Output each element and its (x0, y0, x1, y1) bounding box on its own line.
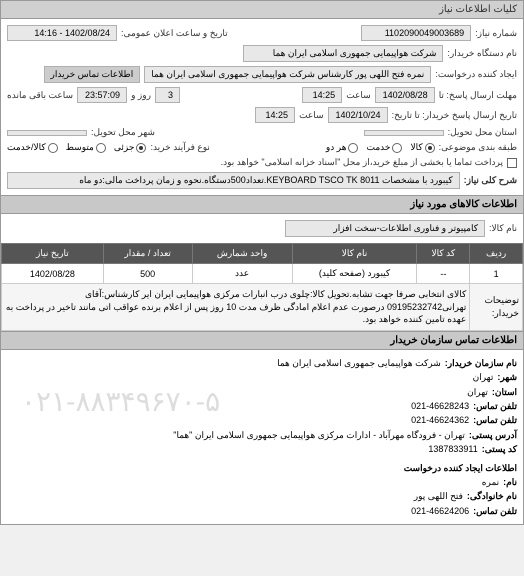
reply-from-label: تاریخ ارسال پاسخ خریدار: تا تاریخ: (392, 110, 517, 121)
radio-dot-icon (48, 143, 58, 153)
c-city: تهران (473, 370, 494, 384)
goods-section-title: اطلاعات کالاهای مورد نیاز (1, 195, 523, 214)
time-label-1: ساعت (346, 90, 371, 101)
reply-date: 1402/10/24 (328, 107, 388, 123)
public-datetime: 1402/08/24 - 14:16 (7, 25, 117, 41)
radio-both[interactable]: هر دو (326, 142, 359, 153)
note-label: توضیحات خریدار: (470, 284, 523, 331)
buyer-contact-button[interactable]: اطلاعات تماس خریدار (44, 66, 141, 83)
radio-goods[interactable]: کالا (410, 142, 434, 153)
c-postal-label: کد پستی: (482, 442, 517, 456)
public-datetime-label: تاریخ و ساعت اعلان عمومی: (121, 28, 228, 39)
c-fax: 021-46624362 (411, 413, 469, 427)
deadline-date: 1402/08/28 (375, 87, 435, 103)
form-area: شماره نیاز: 1102090049003689 تاریخ و ساع… (1, 19, 523, 195)
cell-name: کیبورد (صفحه کلید) (292, 264, 417, 284)
radio-partial[interactable]: جزئی (114, 142, 147, 153)
category-label: نام کالا: (489, 223, 517, 234)
buyer-org: شرکت هواپیمایی جمهوری اسلامی ایران هما (243, 45, 443, 62)
creator-title: اطلاعات ایجاد کننده درخواست (7, 461, 517, 475)
radio-dot-icon (348, 143, 358, 153)
request-no-label: شماره نیاز: (475, 28, 517, 39)
process-type-label: نوع فرآیند خرید: (150, 142, 210, 153)
main-panel: کلیات اطلاعات نیاز شماره نیاز: 110209004… (0, 0, 524, 525)
deadline-time: 14:25 (302, 87, 342, 103)
time-label-2: ساعت (299, 110, 324, 121)
payment-checkbox[interactable] (507, 158, 517, 168)
radio-dot-icon (136, 143, 146, 153)
th-date: تاریخ نیاز (2, 244, 104, 264)
note-row: توضیحات خریدار: کالای انتخابی صرفا جهت ت… (2, 284, 523, 331)
c-name-label: نام: (503, 475, 517, 489)
type-radio-group: کالا خدمت هر دو (326, 142, 435, 153)
c-city-label: شهر: (497, 370, 517, 384)
request-no: 1102090049003689 (361, 25, 471, 41)
days-label: روز و (131, 90, 151, 101)
size-radio-group: جزئی متوسط کالا/خدمت (7, 142, 146, 153)
c-prov-label: استان: (492, 385, 517, 399)
th-row: ردیف (470, 244, 523, 264)
cell-unit: عدد (192, 264, 292, 284)
radio-cod[interactable]: کالا/خدمت (7, 142, 58, 153)
desc-label: شرح کلی نیاز: (464, 175, 517, 186)
category: کامپیوتر و فناوری اطلاعات-سخت افزار (285, 220, 485, 237)
c-name: نمره (482, 475, 499, 489)
cell-code: -- (417, 264, 470, 284)
c-lname-label: نام خانوادگی: (467, 489, 517, 503)
th-name: نام کالا (292, 244, 417, 264)
requester: نمره فتح اللهی پور کارشناس شرکت هواپیمای… (144, 66, 431, 83)
th-unit: واحد شمارش (192, 244, 292, 264)
delivery-city-label: شهر محل تحویل: (91, 127, 155, 138)
c-addr: تهران - فرودگاه مهرآباد - ادارات مرکزی ه… (173, 428, 465, 442)
contact-block: ۰۲۱-۸۸۳۴۹۶۷۰-۵ نام سازمان خریدار:شرکت هو… (1, 350, 523, 524)
c-lname: فتح اللهی پور (414, 489, 463, 503)
radio-service[interactable]: خدمت (366, 142, 402, 153)
radio-dot-icon (425, 143, 435, 153)
time-remaining: 23:57:09 (77, 87, 127, 103)
th-qty: تعداد / مقدار (103, 244, 192, 264)
radio-avg[interactable]: متوسط (66, 142, 106, 153)
delivery-loc-label: استان محل تحویل: (448, 127, 517, 138)
c-org-label: نام سازمان خریدار: (445, 356, 517, 370)
days-remaining: 3 (155, 87, 180, 103)
reply-time: 14:25 (255, 107, 295, 123)
goods-table: ردیف کد کالا نام کالا واحد شمارش تعداد /… (1, 243, 523, 331)
c-org: شرکت هواپیمایی جمهوری اسلامی ایران هما (277, 356, 441, 370)
desc: کیبورد با مشخصات KEYBOARD TSCO TK 8011.ت… (7, 172, 460, 189)
cell-date: 1402/08/28 (2, 264, 104, 284)
cell-row: 1 (470, 264, 523, 284)
requester-label: ایجاد کننده درخواست: (435, 69, 517, 80)
c-addr-label: آدرس پستی: (469, 428, 517, 442)
note-text: کالای انتخابی صرفا جهت تشابه.تحویل کالا:… (2, 284, 470, 331)
c-prov: تهران (467, 385, 488, 399)
radio-dot-icon (392, 143, 402, 153)
c-tel-label: تلفن تماس: (473, 399, 517, 413)
payment-note: پرداخت تماما یا بخشی از مبلغ خرید،از محل… (221, 157, 503, 168)
delivery-province (364, 130, 444, 136)
th-code: کد کالا (417, 244, 470, 264)
panel-header: کلیات اطلاعات نیاز (1, 1, 523, 19)
c-tel: 021-46628243 (411, 399, 469, 413)
contact-section-title: اطلاعات تماس سازمان خریدار (1, 331, 523, 350)
c-postal: 1387833911 (428, 442, 477, 456)
delivery-city (7, 130, 87, 136)
c-ctel-label: تلفن تماس: (473, 504, 517, 518)
buyer-org-label: نام دستگاه خریدار: (447, 48, 517, 59)
radio-dot-icon (96, 143, 106, 153)
deadline-label: مهلت ارسال پاسخ: تا (439, 90, 517, 101)
cell-qty: 500 (103, 264, 192, 284)
c-fax-label: تلفن تماس: (473, 413, 517, 427)
time-remaining-label: ساعت باقی مانده (7, 90, 73, 101)
package-type-label: طبقه بندی موضوعی: (439, 142, 517, 153)
c-ctel: 021-46624206 (411, 504, 469, 518)
table-row: 1 -- کیبورد (صفحه کلید) عدد 500 1402/08/… (2, 264, 523, 284)
